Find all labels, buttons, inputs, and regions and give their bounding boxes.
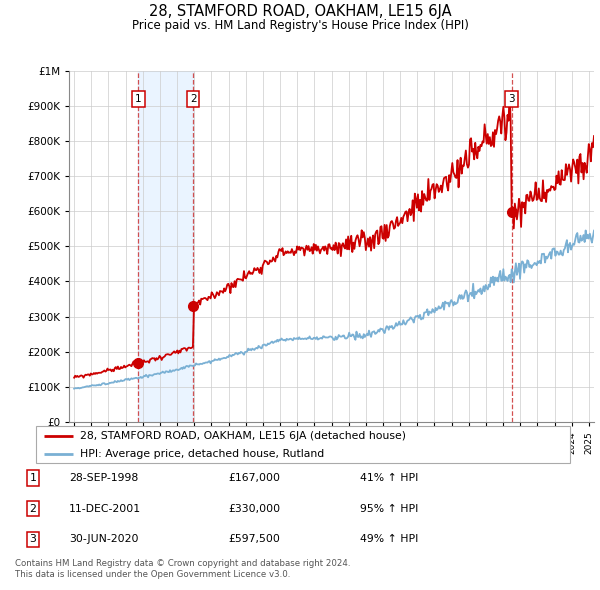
Text: 1: 1 (135, 94, 142, 104)
Text: 2: 2 (190, 94, 197, 104)
Text: 3: 3 (508, 94, 515, 104)
Bar (139, 71, 193, 422)
Text: 41% ↑ HPI: 41% ↑ HPI (360, 473, 418, 483)
Text: Price paid vs. HM Land Registry's House Price Index (HPI): Price paid vs. HM Land Registry's House … (131, 19, 469, 32)
Text: HPI: Average price, detached house, Rutland: HPI: Average price, detached house, Rutl… (80, 449, 324, 459)
Text: £597,500: £597,500 (228, 535, 280, 544)
Text: £167,000: £167,000 (228, 473, 280, 483)
Text: 11-DEC-2001: 11-DEC-2001 (69, 504, 141, 513)
FancyBboxPatch shape (36, 426, 570, 463)
Text: 3: 3 (29, 535, 37, 544)
Text: 2: 2 (29, 504, 37, 513)
Text: 28, STAMFORD ROAD, OAKHAM, LE15 6JA (detached house): 28, STAMFORD ROAD, OAKHAM, LE15 6JA (det… (80, 431, 406, 441)
Text: £330,000: £330,000 (228, 504, 280, 513)
Text: 95% ↑ HPI: 95% ↑ HPI (360, 504, 418, 513)
Text: This data is licensed under the Open Government Licence v3.0.: This data is licensed under the Open Gov… (15, 571, 290, 579)
Text: 30-JUN-2020: 30-JUN-2020 (69, 535, 139, 544)
Text: 28-SEP-1998: 28-SEP-1998 (69, 473, 138, 483)
Text: Contains HM Land Registry data © Crown copyright and database right 2024.: Contains HM Land Registry data © Crown c… (15, 559, 350, 568)
Text: 28, STAMFORD ROAD, OAKHAM, LE15 6JA: 28, STAMFORD ROAD, OAKHAM, LE15 6JA (149, 4, 451, 19)
Text: 1: 1 (29, 473, 37, 483)
Text: 49% ↑ HPI: 49% ↑ HPI (360, 535, 418, 544)
